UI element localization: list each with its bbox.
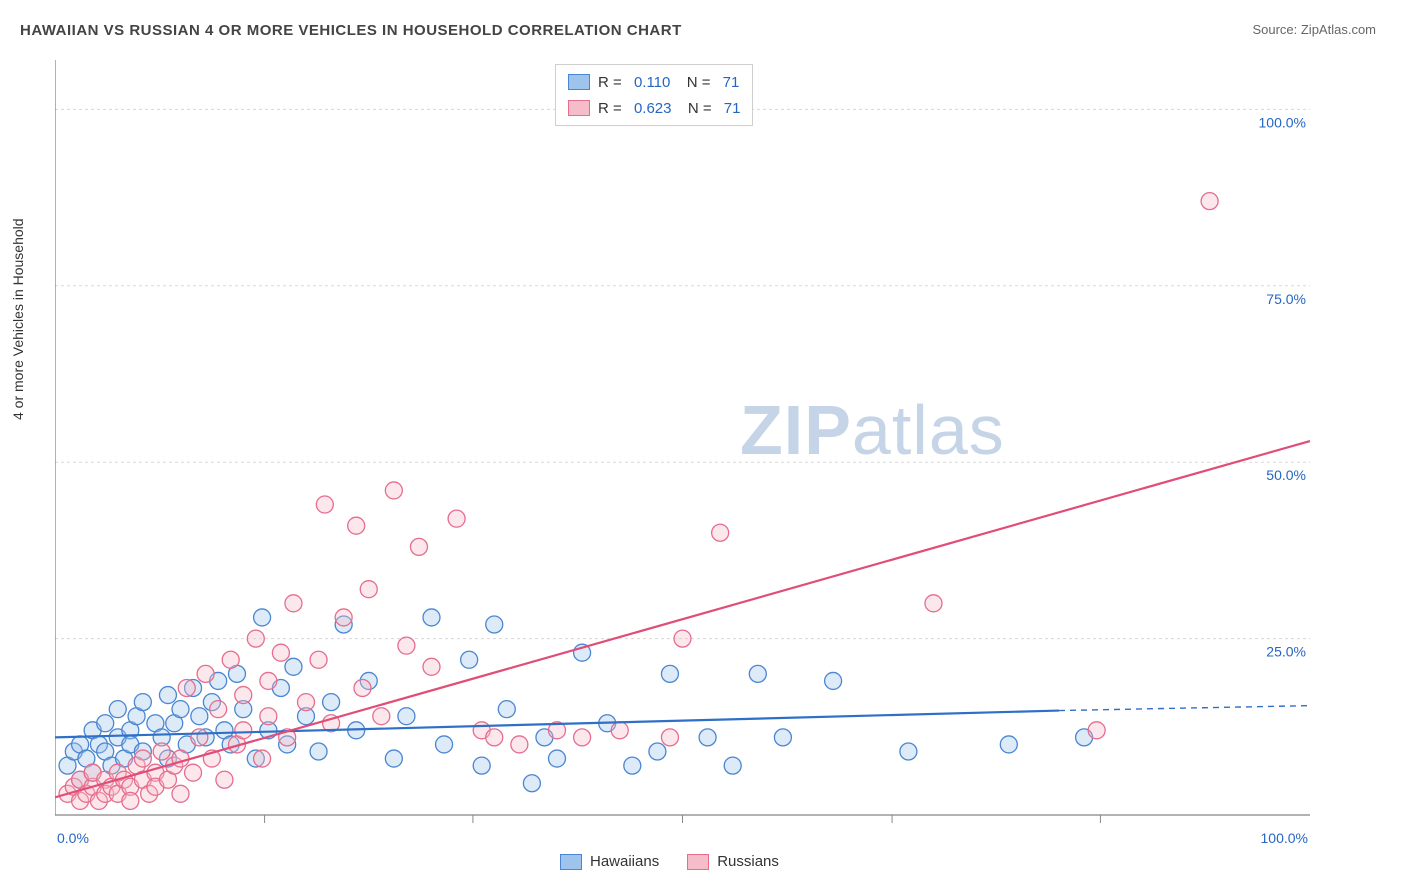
- stat-n-label: N =: [679, 100, 715, 117]
- correlation-stats-box: R = 0.110 N = 71R = 0.623 N = 71: [555, 64, 753, 126]
- svg-text:0.0%: 0.0%: [57, 830, 89, 846]
- legend-label: Hawaiians: [590, 853, 659, 870]
- svg-text:100.0%: 100.0%: [1261, 830, 1308, 846]
- chart-plot-area: 25.0% 50.0% 75.0% 100.0% 0.0% 100.0%: [55, 60, 1375, 850]
- legend-swatch: [568, 74, 590, 90]
- stat-n-value[interactable]: 71: [723, 74, 740, 91]
- legend-swatch: [560, 854, 582, 870]
- stat-n-label: N =: [678, 74, 714, 91]
- stat-r-value[interactable]: 0.623: [634, 100, 672, 117]
- svg-text:75.0%: 75.0%: [1266, 291, 1306, 307]
- stat-n-value[interactable]: 71: [724, 100, 741, 117]
- legend-item: Hawaiians: [560, 853, 659, 870]
- stat-r-label: R =: [598, 100, 626, 117]
- svg-text:25.0%: 25.0%: [1266, 644, 1306, 660]
- stat-r-value[interactable]: 0.110: [634, 74, 670, 91]
- series-legend: Hawaiians Russians: [560, 853, 779, 870]
- stats-row: R = 0.623 N = 71: [568, 95, 740, 121]
- source-attribution: Source: ZipAtlas.com: [1252, 22, 1376, 37]
- y-axis-label: 4 or more Vehicles in Household: [10, 218, 26, 420]
- stats-row: R = 0.110 N = 71: [568, 69, 740, 95]
- svg-text:50.0%: 50.0%: [1266, 467, 1306, 483]
- legend-item: Russians: [687, 853, 779, 870]
- legend-swatch: [687, 854, 709, 870]
- stat-r-label: R =: [598, 74, 626, 91]
- legend-swatch: [568, 100, 590, 116]
- chart-title: HAWAIIAN VS RUSSIAN 4 OR MORE VEHICLES I…: [20, 22, 682, 39]
- scatter-chart-svg: 25.0% 50.0% 75.0% 100.0% 0.0% 100.0%: [55, 60, 1375, 850]
- legend-label: Russians: [717, 853, 779, 870]
- svg-text:100.0%: 100.0%: [1259, 114, 1306, 130]
